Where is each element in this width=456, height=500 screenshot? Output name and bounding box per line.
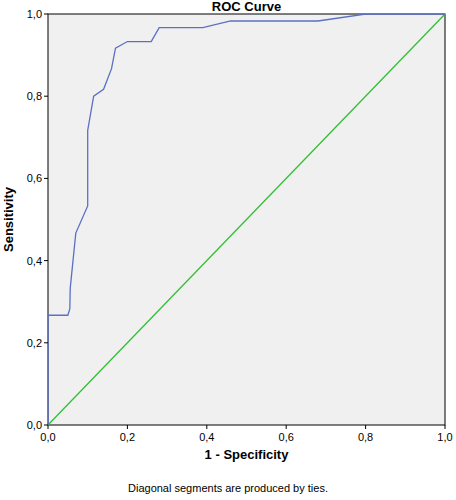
x-tick	[206, 425, 207, 429]
y-axis-label: Sensitivity	[1, 186, 16, 252]
roc-line	[48, 14, 445, 425]
x-tick-label: 1,0	[437, 431, 452, 443]
x-tick	[286, 425, 287, 429]
x-axis-label: 1 - Specificity	[205, 447, 290, 462]
y-tick-label: 0,4	[27, 255, 42, 267]
x-tick-label: 0,8	[358, 431, 373, 443]
roc-line	[48, 14, 445, 425]
y-tick	[44, 14, 48, 15]
footnote: Diagonal segments are produced by ties.	[128, 482, 328, 494]
plot-area	[48, 14, 445, 425]
x-tick	[365, 425, 366, 429]
y-tick-label: 0,2	[27, 337, 42, 349]
x-tick-label: 0,0	[40, 431, 55, 443]
x-tick-label: 0,6	[279, 431, 294, 443]
x-tick-label: 0,2	[120, 431, 135, 443]
x-tick	[127, 425, 128, 429]
x-tick-label: 0,4	[199, 431, 214, 443]
y-tick	[44, 178, 48, 179]
y-tick	[44, 96, 48, 97]
x-tick	[445, 425, 446, 429]
chart: ROC Curve 0,0 0,2 0,4 0,6 0,8 1,0 0,0 0,2 0,4 0,6 0…	[0, 0, 456, 500]
x-tick	[48, 425, 49, 429]
y-tick-label: 0,8	[27, 90, 42, 102]
y-tick-label: 0,6	[27, 172, 42, 184]
title: ROC Curve	[212, 0, 281, 14]
y-tick	[44, 260, 48, 261]
y-tick-label: 1,0	[27, 8, 42, 20]
y-tick-label: 0,0	[27, 419, 42, 431]
series-group	[48, 14, 445, 425]
y-tick	[44, 342, 48, 343]
y-tick	[44, 425, 48, 426]
